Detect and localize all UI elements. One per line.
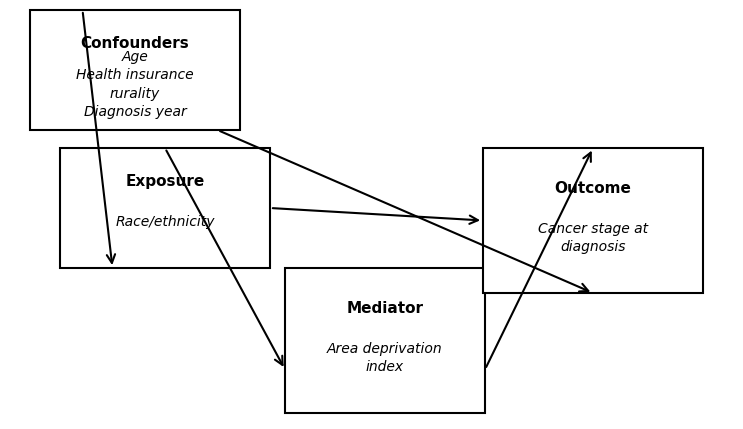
Text: Race/ethnicity: Race/ethnicity	[115, 215, 215, 230]
Bar	[60, 148, 270, 268]
Text: Area deprivation
index: Area deprivation index	[327, 342, 443, 374]
Text: Confounders: Confounders	[81, 36, 189, 51]
Text: Outcome: Outcome	[554, 181, 632, 196]
Bar	[30, 10, 240, 130]
Text: Mediator: Mediator	[346, 301, 424, 316]
Text: Cancer stage at
diagnosis: Cancer stage at diagnosis	[538, 222, 648, 254]
Text: Age
Health insurance
rurality
Diagnosis year: Age Health insurance rurality Diagnosis …	[77, 50, 194, 119]
Bar	[285, 268, 485, 413]
Bar	[483, 148, 703, 293]
Text: Exposure: Exposure	[126, 174, 204, 189]
